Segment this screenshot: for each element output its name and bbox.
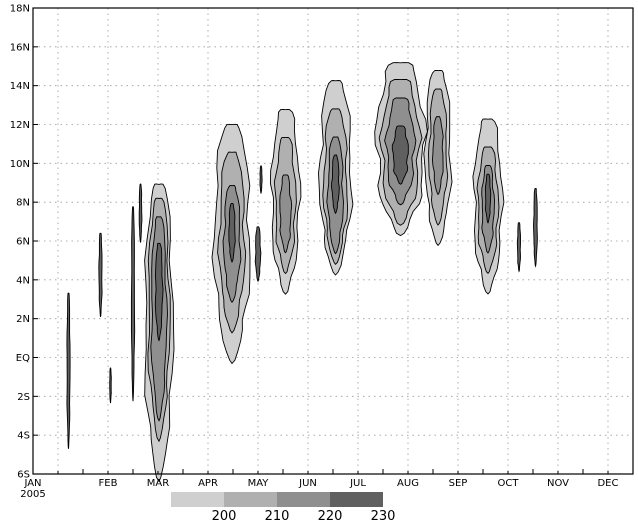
y-tick-label: EQ	[16, 353, 30, 364]
x-tick-label: NOV	[547, 478, 569, 489]
contour-region	[259, 165, 263, 195]
y-tick-label: 14N	[10, 81, 30, 92]
contour-region	[154, 242, 164, 342]
colorbar: 200 210 220 230	[171, 492, 395, 524]
contour-region	[109, 367, 112, 404]
x-year-label: 2005	[20, 489, 45, 500]
x-tick-label: OCT	[498, 478, 520, 489]
contour-region	[138, 183, 143, 243]
y-tick-label: 12N	[10, 120, 30, 131]
y-axis: 18N 16N 14N 12N 10N 8N 6N 4N 2N EQ 2S 4S 6S	[10, 4, 38, 481]
x-axis: JAN FEB MAR APR MAY JUN JUL AUG SEP OCT NOV DEC	[23, 469, 619, 489]
contour-region	[254, 226, 262, 283]
y-tick-label: 18N	[10, 4, 30, 15]
y-tick-label: 4S	[17, 431, 30, 442]
x-tick-label: AUG	[397, 478, 419, 489]
contour-region	[431, 116, 444, 196]
y-tick-label: 2N	[16, 314, 30, 325]
x-tick-label: MAY	[248, 478, 270, 489]
y-tick-label: 8N	[16, 198, 30, 209]
contour-region	[279, 174, 293, 254]
colorbar-label: 220	[318, 509, 343, 524]
contour-region	[98, 232, 103, 318]
y-tick-label: 16N	[10, 42, 30, 53]
x-tick-label: SEP	[449, 478, 468, 489]
colorbar-swatch	[277, 492, 330, 507]
contour-region	[533, 188, 538, 268]
y-tick-label: 2S	[17, 392, 30, 403]
contour-region	[391, 125, 409, 185]
colorbar-swatch	[224, 492, 277, 507]
x-tick-label: JAN	[23, 478, 41, 489]
colorbar-label: 200	[212, 509, 237, 524]
contour-region	[331, 154, 340, 215]
x-tick-label: JUL	[349, 478, 366, 489]
contour-region	[228, 203, 236, 263]
x-tick-label: APR	[198, 478, 218, 489]
y-tick-label: 4N	[16, 275, 30, 286]
contour-region	[130, 206, 136, 402]
colorbar-label: 230	[371, 509, 396, 524]
contour-region	[484, 173, 492, 224]
contour-region	[66, 292, 71, 449]
colorbar-label: 210	[265, 509, 290, 524]
colorbar-swatch	[330, 492, 383, 507]
x-tick-label: FEB	[99, 478, 118, 489]
x-tick-label: DEC	[597, 478, 618, 489]
contour-region	[516, 222, 521, 273]
y-tick-label: 6S	[17, 470, 30, 481]
x-tick-label: MAR	[147, 478, 169, 489]
x-tick-label: JUN	[298, 478, 317, 489]
colorbar-swatch	[171, 492, 224, 507]
y-tick-label: 10N	[10, 159, 30, 170]
contour-fills	[66, 62, 538, 483]
y-tick-label: 6N	[16, 237, 30, 248]
